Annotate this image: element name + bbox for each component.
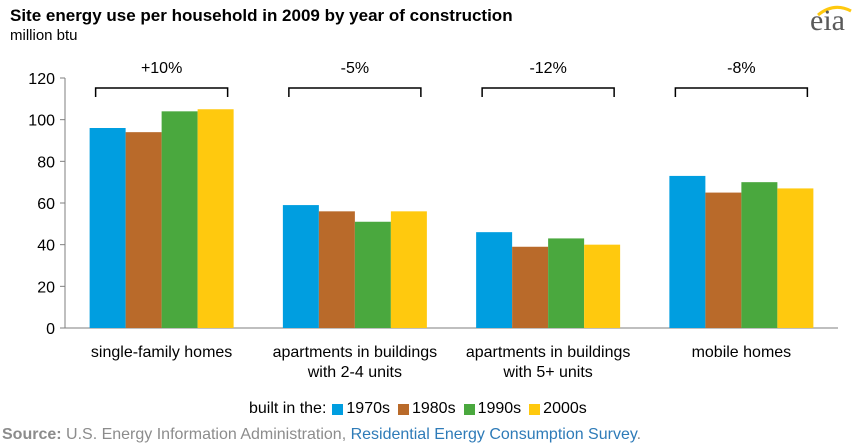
bar-1990s-1 (354, 221, 391, 328)
change-bracket (674, 87, 809, 97)
x-category-label: single-family homes (91, 344, 232, 361)
y-tick-label: 0 (46, 321, 55, 338)
bar-1980s-2 (512, 246, 549, 328)
bar-1990s-0 (161, 111, 198, 328)
source-end: . (636, 426, 642, 443)
change-annotation: +10% (141, 60, 182, 77)
legend-swatch-1990s (463, 403, 475, 415)
y-tick-label: 40 (37, 238, 55, 255)
legend: built in the: 1970s 1980s 1990s 2000s (249, 400, 589, 418)
legend-label-2000s: 2000s (543, 400, 587, 417)
legend-prefix: built in the: (249, 400, 327, 417)
eia-logo-arc-icon (817, 5, 852, 16)
y-tick-label: 60 (37, 196, 55, 213)
bar-chart: 0 20 40 60 80 100 120 single-family homes +10% ap… (28, 60, 838, 381)
change-bracket (481, 87, 615, 97)
eia-logo: eia (810, 4, 845, 37)
x-category-label: with 2-4 units (307, 364, 402, 381)
y-tick-label: 20 (37, 279, 55, 296)
source-label: Source: (2, 426, 62, 443)
y-tick-label: 120 (28, 71, 55, 88)
bar-1980s-0 (125, 132, 162, 328)
change-bracket (288, 87, 422, 97)
bar-1990s-2 (548, 238, 585, 328)
y-tick-label: 100 (28, 113, 55, 130)
change-bracket (94, 87, 229, 97)
bar-1970s-2 (476, 232, 513, 328)
change-annotation: -12% (529, 60, 566, 77)
bar-2000s-0 (197, 109, 234, 328)
bar-2000s-3 (777, 188, 814, 328)
legend-label-1980s: 1980s (411, 400, 456, 417)
y-axis-unit-label: million btu (10, 27, 78, 44)
x-category-label: mobile homes (692, 344, 792, 361)
bar-1970s-1 (282, 205, 319, 328)
bar-1980s-1 (318, 211, 355, 328)
source-note: Source: U.S. Energy Information Administ… (2, 426, 641, 444)
legend-label-1990s: 1990s (477, 400, 522, 417)
x-category-label: apartments in buildings (273, 344, 438, 361)
x-category-label: apartments in buildings (466, 344, 631, 361)
y-tick-label: 80 (37, 154, 55, 171)
bar-2000s-1 (390, 211, 427, 328)
bar-2000s-2 (584, 244, 621, 328)
legend-swatch-2000s (529, 403, 541, 415)
source-text: U.S. Energy Information Administration, (61, 426, 351, 443)
change-annotation: -8% (727, 60, 755, 77)
bar-1970s-3 (669, 175, 706, 328)
bar-1970s-0 (89, 128, 126, 328)
legend-swatch-1970s (332, 403, 344, 415)
bar-1990s-3 (741, 182, 778, 328)
bar-1980s-3 (705, 192, 742, 328)
change-annotation: -5% (341, 60, 369, 77)
legend-swatch-1980s (397, 403, 409, 415)
chart-title: Site energy use per household in 2009 by… (10, 6, 513, 25)
x-category-label: with 5+ units (502, 364, 592, 381)
source-link[interactable]: Residential Energy Consumption Survey (350, 426, 637, 443)
legend-label-1970s: 1970s (346, 400, 390, 417)
